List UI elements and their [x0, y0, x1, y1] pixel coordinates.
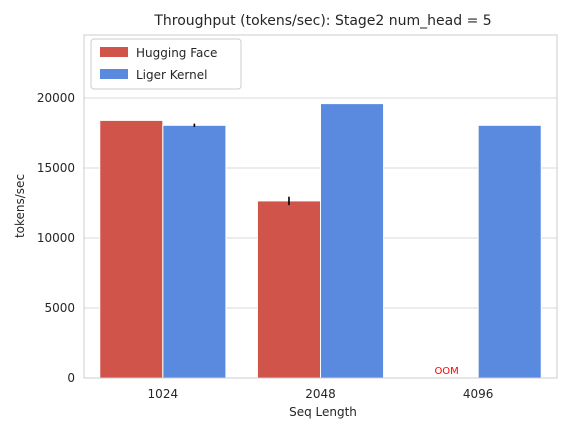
plot-area: 0 5000 10000 15000 20000 1024 2048 4096 OOM Huggi…: [37, 34, 558, 401]
chart-title: Throughput (tokens/sec): Stage2 num_head…: [153, 13, 491, 29]
legend-swatch: [100, 69, 128, 79]
y-tick-label: 10000: [37, 231, 75, 245]
y-tick-label: 15000: [37, 161, 75, 175]
bar-liger-kernel-4096: [477, 124, 542, 379]
x-tick-label: 4096: [463, 387, 494, 401]
bar-hugging-face-2048: [256, 200, 321, 379]
x-axis-label: Seq Length: [289, 405, 357, 419]
x-tick-label: 2048: [305, 387, 336, 401]
legend-label: Hugging Face: [136, 46, 217, 60]
x-tick-label: 1024: [148, 387, 179, 401]
bar-liger-kernel-2048: [320, 103, 385, 379]
legend-swatch: [100, 47, 128, 57]
legend-label: Liger Kernel: [136, 68, 207, 82]
y-axis-label: tokens/sec: [13, 174, 27, 238]
bar-liger-kernel-1024: [162, 124, 227, 379]
oom-annotation: OOM: [434, 366, 458, 377]
y-tick-label: 0: [67, 371, 75, 385]
legend-box: [90, 38, 242, 90]
y-tick-label: 5000: [44, 301, 75, 315]
y-tick-label: 20000: [37, 91, 75, 105]
axes-frame: [83, 34, 558, 379]
bar-hugging-face-1024: [99, 119, 164, 379]
